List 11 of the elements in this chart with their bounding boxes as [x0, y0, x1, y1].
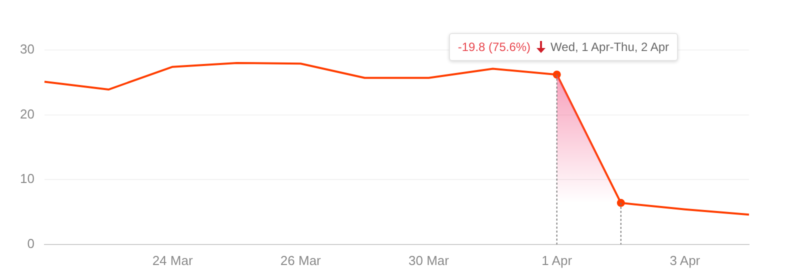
y-tick-label: 30 — [20, 42, 34, 57]
x-tick-label: 1 Apr — [542, 252, 573, 268]
x-tick-label: 26 Mar — [280, 252, 322, 268]
y-tick-label: 0 — [27, 236, 34, 251]
y-tick-label: 20 — [20, 106, 34, 122]
x-tick-label: 3 Apr — [670, 252, 701, 268]
annotation: -19.8 (75.6%) — [458, 40, 531, 54]
annotation: Wed, 1 Apr-Thu, 2 Apr — [550, 40, 670, 54]
x-tick-label: 24 Mar — [152, 252, 194, 268]
x-tick-label: 30 Mar — [408, 252, 450, 268]
y-tick-label: 10 — [20, 171, 34, 186]
